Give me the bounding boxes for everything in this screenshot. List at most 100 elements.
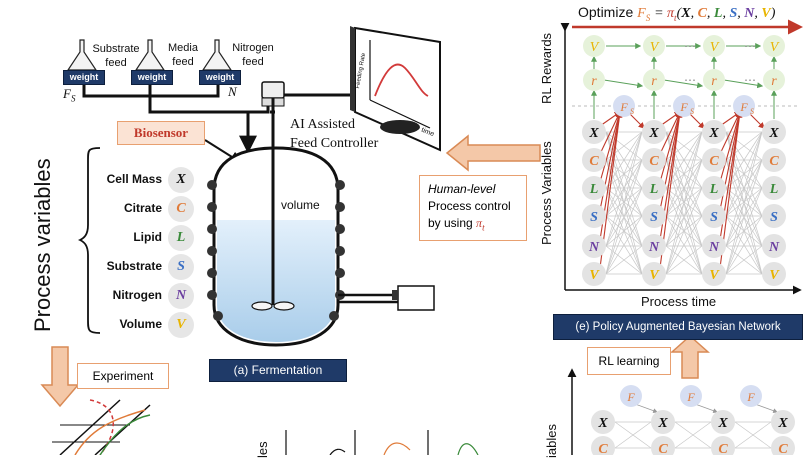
state-node-label: S (710, 210, 718, 225)
process-variable-symbol: N (168, 283, 194, 309)
policy-edge (629, 113, 645, 129)
process-control-label: Process control (428, 199, 511, 213)
bottom-state-node (651, 410, 675, 434)
value-node (763, 35, 785, 57)
bottom-policy-node (740, 385, 762, 407)
state-node-label: X (648, 126, 659, 141)
process-variables-title: Process variables (30, 158, 55, 332)
policy-node-circle-label: F (619, 100, 628, 114)
biosensor-box: Biosensor (117, 121, 205, 145)
bottom-state-node (651, 436, 675, 455)
state-node (582, 204, 606, 228)
network-edge (725, 131, 763, 275)
network-edge (725, 131, 763, 217)
state-node-label: V (709, 268, 720, 283)
network-edge (725, 245, 763, 275)
state-node-label: S (650, 210, 658, 225)
network-caption: (e) Policy Augmented Bayesian Network (553, 314, 803, 340)
reward-chain-edge (663, 79, 704, 89)
policy-edge (659, 110, 682, 183)
state-node (642, 148, 666, 172)
network-edge (725, 131, 763, 247)
policy-node-circle (673, 95, 695, 117)
network-edge (665, 159, 703, 275)
state-node (702, 176, 726, 200)
bottom-policy-node-label: F (746, 390, 755, 404)
network-edge (605, 131, 643, 161)
by-using-label: by using πt (428, 216, 485, 232)
biosensor-label: Biosensor (133, 125, 189, 140)
network-edge (725, 187, 763, 275)
process-variable-row: Volume V (92, 312, 198, 338)
process-variable-symbol: S (168, 254, 194, 280)
state-node-label: L (709, 182, 719, 197)
rl-learning-box: RL learning (587, 347, 671, 375)
reward-node-label: r (711, 74, 717, 89)
bottom-left-axis-label: les (255, 441, 270, 458)
reward-node (763, 69, 785, 91)
state-node (702, 234, 726, 258)
bottom-policy-node (680, 385, 702, 407)
human-to-controller-arrow (445, 134, 541, 172)
state-node (582, 262, 606, 286)
state-node (642, 204, 666, 228)
monitor-icon (350, 26, 441, 152)
rl-learning-up-arrow (670, 334, 710, 379)
process-variables-brace (77, 147, 101, 334)
process-variable-symbol: C (168, 196, 194, 222)
value-node-label: V (650, 40, 660, 55)
human-level-label: Human-level (428, 182, 496, 196)
reward-chain-edge (603, 79, 644, 89)
state-node-label: L (649, 182, 659, 197)
state-node-label: C (589, 154, 599, 169)
network-edge (665, 215, 703, 275)
process-variable-symbol: V (168, 312, 194, 338)
media-weight-tag: weight (131, 70, 173, 85)
bottom-network-edge (734, 421, 772, 449)
network-edge (605, 187, 643, 275)
state-node-label: S (590, 210, 598, 225)
value-node-label: V (590, 40, 600, 55)
n-symbol: N (228, 84, 237, 99)
bottom-policy-node (620, 385, 642, 407)
bottom-center-plots (285, 430, 479, 455)
reward-node (703, 69, 725, 91)
process-variable-row: Nitrogen N (92, 283, 198, 309)
state-node (642, 120, 666, 144)
policy-node-circle (613, 95, 635, 117)
bottom-state-node (711, 436, 735, 455)
value-node-label: V (710, 40, 720, 55)
policy-edge (599, 110, 622, 183)
bottom-state-node-label: X (717, 416, 728, 431)
policy-node-subscript: S (690, 107, 694, 116)
bottom-right-axis-label: iables (544, 424, 559, 458)
state-node (702, 120, 726, 144)
bottom-state-node (771, 436, 795, 455)
process-variable-row: Citrate C (92, 196, 198, 222)
state-node-label: L (589, 182, 599, 197)
network-edge (725, 131, 763, 161)
bottom-state-node-label: X (657, 416, 668, 431)
state-node-label: X (708, 126, 719, 141)
network-edges (591, 43, 777, 275)
state-node-label: C (649, 154, 659, 169)
state-node-label: V (769, 268, 780, 283)
process-variable-row: Substrate S (92, 254, 198, 280)
process-variable-name: Volume (119, 317, 162, 331)
bottom-state-node (771, 410, 795, 434)
process-variable-row: Cell Mass X (92, 167, 198, 193)
policy-edge (719, 110, 742, 183)
bottom-state-node (711, 410, 735, 434)
flask-icon-nitrogen (201, 39, 233, 71)
process-variable-name: Nitrogen (112, 288, 162, 302)
value-node-label: V (770, 40, 780, 55)
policy-node-subscript: S (630, 107, 634, 116)
policy-node-circle-label: F (739, 100, 748, 114)
process-variable-symbol: L (168, 225, 194, 251)
ellipsis: ⋯ (744, 73, 756, 87)
bottom-state-node-label: X (777, 416, 788, 431)
policy-edge (659, 110, 681, 155)
